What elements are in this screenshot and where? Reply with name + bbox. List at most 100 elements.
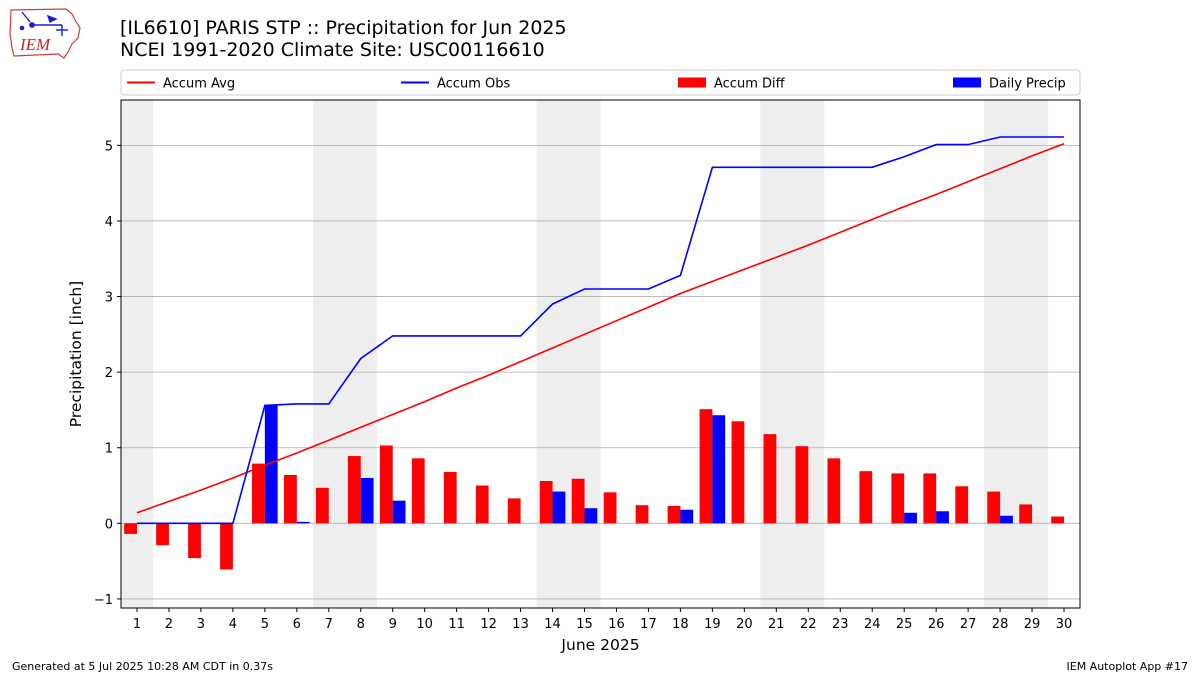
y-tick-label: 5 [105,139,113,154]
daily-precip-bar [936,511,949,524]
x-tick-label: 19 [704,617,721,632]
y-axis-label: Precipitation [inch] [67,281,85,427]
accum-diff-bar [315,487,329,524]
y-tick-label: 2 [105,366,113,381]
iowa-state-outline [9,8,81,59]
daily-precip-bar [680,509,694,524]
accum-diff-bar [379,445,393,524]
x-tick-label: 10 [416,617,433,632]
accum-diff-bar [987,491,1001,524]
legend-label: Accum Diff [714,77,786,92]
x-tick-label: 16 [608,617,625,632]
x-tick-label: 5 [261,617,269,632]
accum-diff-bar [763,434,777,524]
x-tick-label: 15 [576,617,593,632]
legend-box [120,69,1081,96]
x-tick-label: 17 [640,617,657,632]
legend-label: Accum Obs [437,77,510,92]
daily-precip-bar [552,491,566,524]
y-tick-label: 0 [105,517,113,532]
x-tick-label: 18 [672,617,689,632]
accum-diff-bar [252,463,265,524]
x-tick-label: 11 [448,617,465,632]
daily-precip-bar [264,405,278,524]
accum-diff-bar [1019,504,1033,524]
x-tick-label: 2 [165,617,173,632]
y-tick-label: 3 [105,291,113,306]
chart-title: [IL6610] PARIS STP :: Precipitation for … [120,17,567,39]
legend-label: Daily Precip [989,77,1066,92]
x-tick-label: 20 [736,617,753,632]
x-tick-label: 30 [1056,617,1073,632]
x-tick-label: 7 [325,617,333,632]
y-tick-label: 4 [105,215,113,230]
accum-diff-bar [859,471,873,524]
accum-diff-bar [188,523,201,559]
daily-precip-bar [392,500,406,524]
iem-logo: IEM [9,8,81,59]
accum-diff-bar [699,409,713,524]
daily-precip-bar [904,512,917,524]
accum-diff-bar [891,473,905,524]
accum-diff-bar [539,481,553,524]
weather-station-icon [19,11,68,36]
x-axis-label: June 2025 [560,636,639,654]
x-tick-label: 12 [480,617,497,632]
legend-label: Accum Avg [163,77,235,92]
footer-app-label: IEM Autoplot App #17 [1066,660,1189,673]
x-tick-label: 6 [293,617,301,632]
daily-precip-bar [360,477,374,524]
weekend-shade [536,100,601,608]
y-tick-label: 1 [105,442,113,457]
plot-frame [120,99,1081,609]
accum-diff-bar [795,446,809,524]
daily-precip-bar [296,521,310,524]
x-tick-label: 28 [992,617,1009,632]
chart-subtitle: NCEI 1991-2020 Climate Site: USC00116610 [120,39,545,61]
x-tick-label: 25 [896,617,913,632]
daily-precip-bar [712,415,726,524]
accum-diff-bar [507,498,521,524]
daily-precip-bar [1000,515,1013,524]
accum-diff-bar [1051,516,1065,524]
accum-diff-bar [603,492,617,524]
accum-diff-bar [284,474,297,524]
x-tick-label: 26 [928,617,945,632]
x-tick-label: 1 [133,617,141,632]
legend-swatch [953,77,981,88]
x-tick-label: 13 [512,617,529,632]
accum-diff-bar [411,458,425,524]
x-tick-label: 4 [229,617,237,632]
accum-diff-bar [635,505,649,524]
x-tick-label: 23 [832,617,849,632]
accum-diff-bar [220,523,233,570]
daily-precip-bar [584,508,598,524]
accum-obs-line [137,136,1064,525]
x-tick-label: 8 [357,617,365,632]
x-tick-label: 27 [960,617,977,632]
accum-diff-bar [667,505,681,524]
legend-swatch [678,77,706,88]
footer-generated-text: Generated at 5 Jul 2025 10:28 AM CDT in … [12,660,273,673]
x-tick-label: 21 [768,617,785,632]
logo-text: IEM [19,35,51,54]
x-tick-label: 22 [800,617,817,632]
accum-diff-bar [571,478,585,524]
accum-avg-line [136,143,1065,514]
accum-diff-bar [347,456,361,524]
x-tick-label: 29 [1024,617,1041,632]
y-tick-label: −1 [94,593,113,608]
x-tick-label: 3 [197,617,205,632]
accum-diff-bar [475,485,489,524]
x-tick-label: 24 [864,617,881,632]
weekend-shade [984,100,1049,608]
accum-diff-bar [827,458,841,524]
accum-diff-bar [955,486,969,524]
accum-diff-bar [156,523,169,546]
accum-diff-bar [731,421,745,524]
accum-diff-bar [443,471,457,524]
accum-diff-bar [124,523,137,534]
x-tick-label: 9 [389,617,397,632]
weekend-shade [760,100,825,608]
